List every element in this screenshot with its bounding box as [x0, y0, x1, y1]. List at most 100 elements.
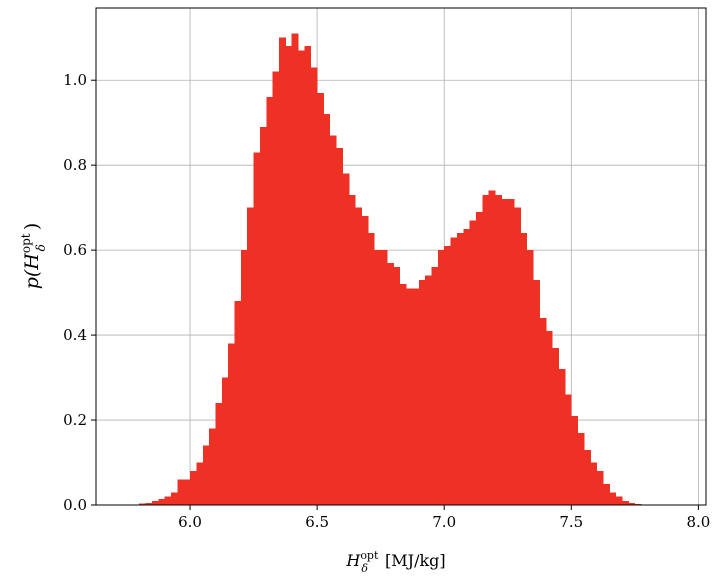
histogram-bar — [355, 207, 363, 505]
x-axis-label-sup: opt — [360, 549, 379, 562]
histogram-bar — [571, 415, 579, 505]
histogram-bar — [488, 190, 496, 505]
x-axis-label-symbol: H — [345, 551, 361, 570]
plot-frame — [95, 7, 707, 506]
histogram-bar — [444, 245, 451, 505]
x-tick-label: 8.0 — [686, 513, 710, 531]
histogram-bar — [418, 279, 426, 505]
y-tick-label: 0.6 — [63, 241, 87, 259]
histogram-bar — [221, 377, 229, 505]
histogram-bar — [202, 445, 210, 505]
histogram-bar — [533, 279, 540, 505]
histogram-bar — [615, 496, 623, 505]
histogram-bar — [628, 502, 636, 505]
histogram-bar — [469, 220, 477, 505]
histogram-bar — [495, 194, 502, 505]
x-tick-label: 6.5 — [305, 513, 329, 531]
histogram-bar — [387, 262, 394, 505]
histogram-bar — [317, 92, 324, 505]
histogram-bar — [291, 33, 299, 505]
histogram-bar — [526, 250, 534, 505]
histogram-bar — [558, 369, 566, 505]
histogram-bar — [577, 432, 585, 505]
histogram-bar — [177, 479, 185, 505]
histogram-bar — [564, 394, 572, 505]
histogram-bar — [609, 492, 617, 505]
histogram-bar — [437, 250, 445, 505]
histogram-bar — [425, 275, 432, 505]
x-axis-label-unit: [MJ/kg] — [385, 551, 446, 570]
y-axis-label-suffix: ) — [21, 223, 43, 230]
histogram-bar — [259, 126, 267, 505]
histogram-bar — [310, 67, 318, 505]
x-axis-label-sub: δ — [361, 562, 368, 575]
histogram-bar — [406, 288, 413, 505]
histogram-bar — [450, 237, 458, 505]
histogram-bar — [622, 500, 629, 505]
y-axis-label-prefix: p( — [21, 269, 43, 289]
histogram-bar — [279, 37, 286, 505]
histogram-bar — [228, 343, 235, 505]
histogram-bar — [545, 330, 553, 505]
histogram-bar — [514, 207, 521, 505]
histogram-bar — [272, 71, 280, 505]
histogram-bar — [164, 496, 172, 505]
y-tick-label: 1.0 — [63, 71, 87, 89]
histogram-bar — [463, 228, 471, 505]
histogram-bar — [367, 233, 375, 505]
histogram-bar — [183, 479, 191, 505]
histogram-bar — [247, 207, 254, 505]
histogram-bar — [266, 97, 274, 505]
histogram-bar — [298, 50, 305, 505]
histogram-bar — [215, 403, 223, 505]
histogram-bar — [482, 194, 490, 505]
histogram-bar — [584, 449, 591, 505]
y-axis-label: p(Hoptδ) — [19, 223, 48, 290]
histogram-bar — [285, 46, 293, 505]
x-axis-ticks: 6.0 6.5 7.0 7.5 8.0 — [178, 505, 710, 531]
histogram-bar — [539, 318, 547, 505]
y-tick-label: 0.8 — [63, 156, 87, 174]
y-axis-label-sup: opt — [19, 233, 33, 253]
histogram-bar — [190, 471, 197, 505]
histogram-bar — [158, 499, 166, 505]
histogram-bars — [139, 33, 642, 505]
histogram-bar — [501, 199, 509, 505]
histogram-bar — [323, 114, 331, 505]
y-tick-label: 0.2 — [63, 411, 87, 429]
histogram-bar — [431, 267, 439, 505]
histogram-bar — [240, 250, 248, 505]
histogram-bar — [361, 216, 369, 505]
histogram-bar — [596, 471, 604, 505]
histogram-bar — [348, 194, 356, 505]
histogram-bar — [151, 500, 159, 505]
histogram-bar — [336, 148, 343, 505]
histogram-bar — [329, 135, 337, 505]
histogram-bar — [304, 46, 312, 505]
histogram-bar — [507, 199, 515, 505]
histogram-bar — [393, 267, 401, 505]
histogram-bar — [342, 173, 350, 505]
histogram-bar — [520, 233, 528, 505]
histogram-bar — [399, 284, 407, 505]
histogram-bar — [170, 492, 178, 505]
histogram-bar — [475, 211, 483, 505]
y-tick-label: 0.4 — [63, 326, 87, 344]
histogram-bar — [139, 503, 146, 505]
histogram-bar — [145, 502, 153, 505]
histogram-bar — [380, 250, 388, 505]
histogram-bar — [552, 347, 559, 505]
x-tick-label: 7.5 — [559, 513, 583, 531]
histogram-bar — [253, 152, 261, 505]
histogram-bar — [234, 301, 242, 505]
histogram-bar — [196, 462, 204, 505]
y-tick-label: 0.0 — [63, 496, 87, 514]
y-axis-label-sub: δ — [34, 244, 48, 251]
histogram-bar — [590, 462, 598, 505]
histogram-bar — [603, 483, 610, 505]
histogram-bar — [456, 233, 464, 505]
x-tick-label: 6.0 — [178, 513, 202, 531]
x-axis-label: Hopt δ [MJ/kg] — [345, 549, 445, 575]
x-tick-label: 7.0 — [432, 513, 456, 531]
